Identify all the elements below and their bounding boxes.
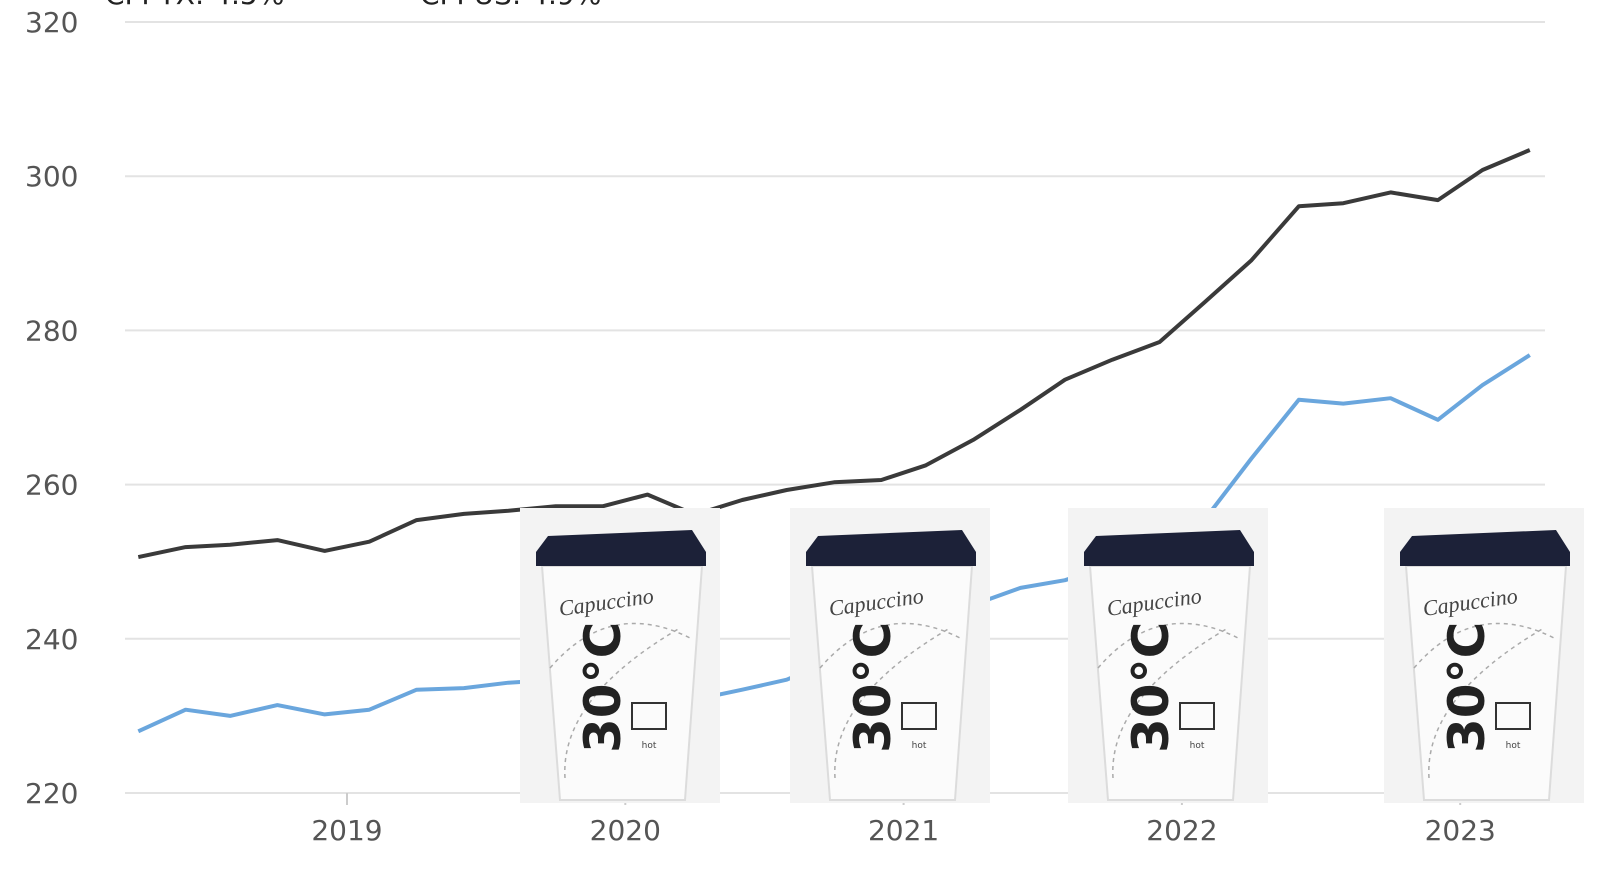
cup-label: hot: [912, 741, 927, 751]
legend-label: CPI US: 4.9%: [420, 0, 601, 11]
y-tick-label: 240: [25, 623, 78, 656]
cup-lid: [1084, 530, 1254, 566]
cup-temperature: 30°C: [844, 622, 902, 753]
cup-dash: [1413, 622, 1555, 669]
x-tick-label: 2021: [868, 814, 939, 847]
y-tick-label: 320: [25, 6, 78, 39]
y-tick-label: 300: [25, 160, 78, 193]
cup-dash: [549, 622, 691, 669]
cup-temperature: 30°C: [574, 622, 632, 753]
cup-icon: [901, 702, 937, 730]
cup-lid: [536, 530, 706, 566]
x-tick-label: 2020: [590, 814, 661, 847]
cup-dash: [819, 622, 961, 669]
cup-dash: [1097, 622, 1239, 669]
series-line: [137, 148, 1531, 560]
cup-dash: [564, 627, 681, 779]
cup-lid: [806, 530, 976, 566]
y-tick-label: 280: [25, 314, 78, 347]
cup-label: hot: [642, 741, 657, 751]
cup-temperature: 30°C: [1122, 622, 1180, 753]
y-tick-label: 260: [25, 469, 78, 502]
cup-dash: [834, 627, 951, 779]
legend-label: CPI TX: 4.5%: [105, 0, 284, 11]
cup-icon: [1495, 702, 1531, 730]
x-tick-label: 2019: [311, 814, 382, 847]
y-tick-label: 220: [25, 777, 78, 810]
x-tick-label: 2022: [1146, 814, 1217, 847]
cup-lid: [1400, 530, 1570, 566]
x-tick-label: 2023: [1425, 814, 1496, 847]
cup-dash: [1428, 627, 1545, 779]
cup-icon: [1179, 702, 1215, 730]
cup-label: hot: [1506, 741, 1521, 751]
cup-icon: [631, 702, 667, 730]
cup-temperature: 30°C: [1438, 622, 1496, 753]
cup-label: hot: [1190, 741, 1205, 751]
cup-dash: [1112, 627, 1229, 779]
